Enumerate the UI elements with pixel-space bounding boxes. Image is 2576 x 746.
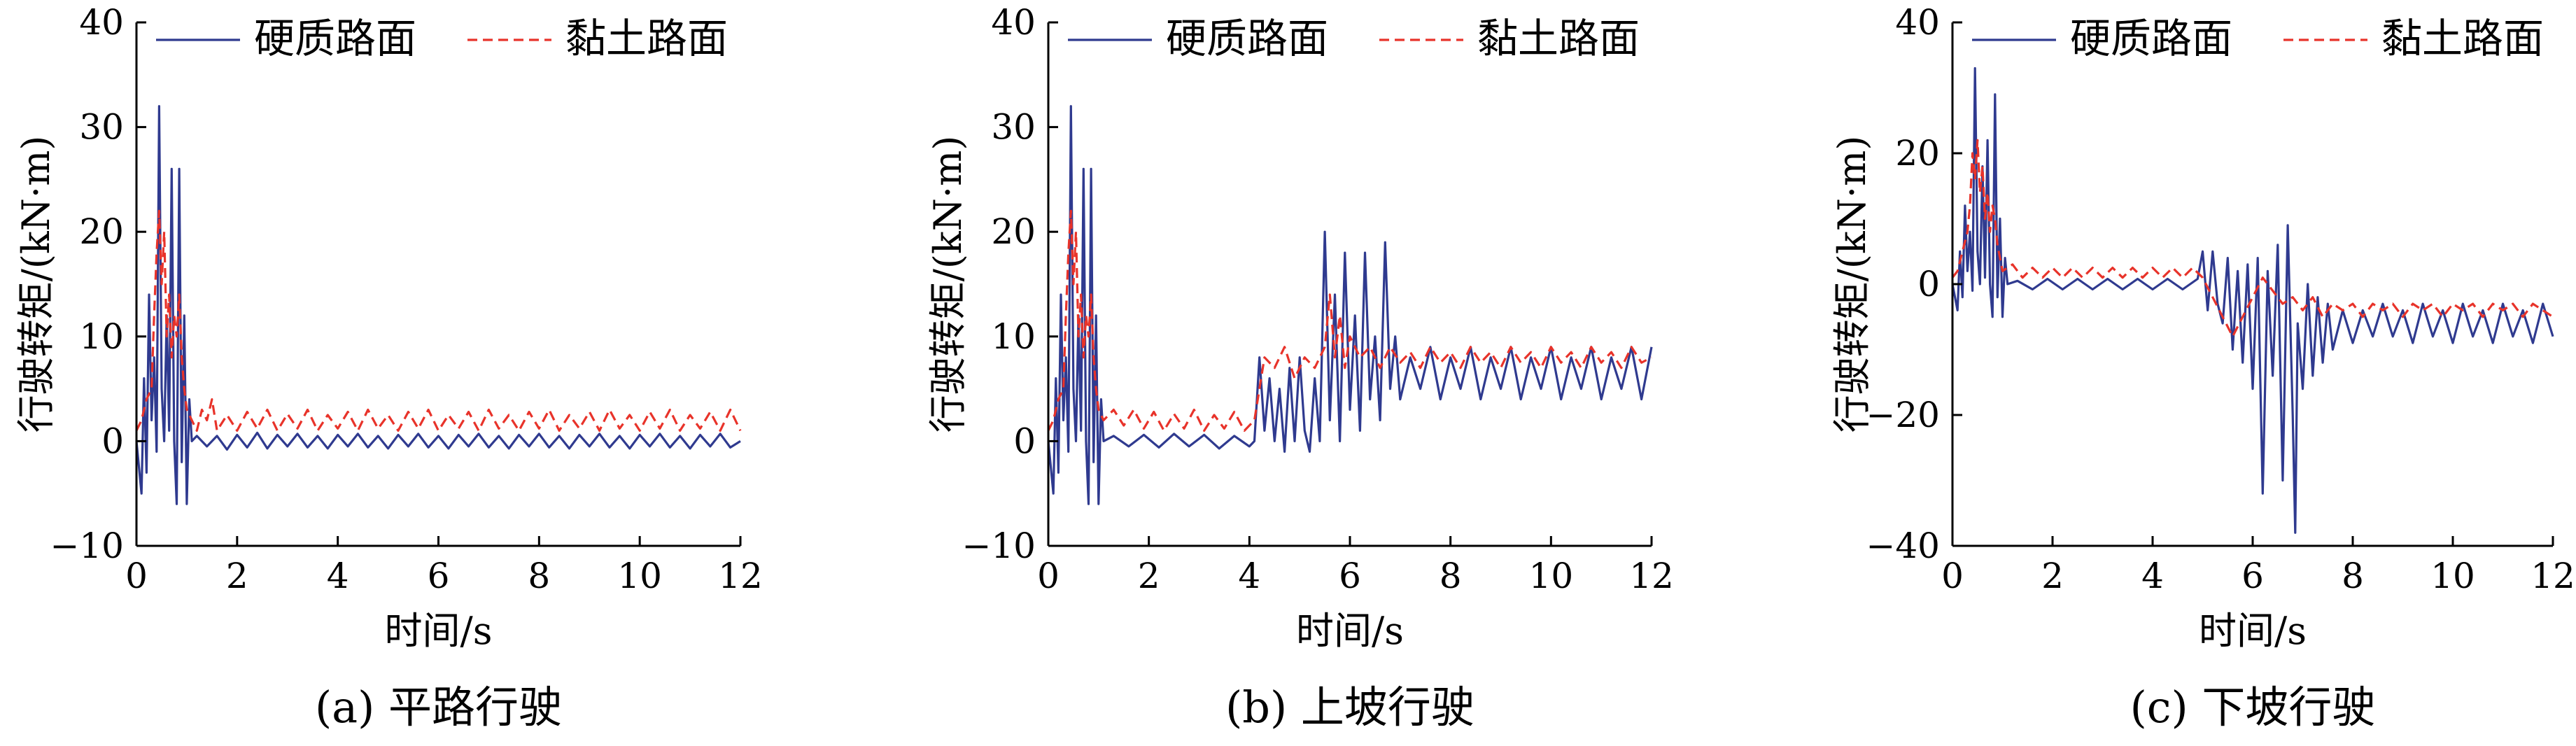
y-tick-label: 20: [1895, 133, 1940, 174]
x-axis-title: 时间/s: [2199, 609, 2307, 653]
y-tick-label: 20: [79, 211, 124, 252]
y-tick-label: −20: [1866, 395, 1940, 435]
series-line-hard-road: [1951, 66, 2554, 534]
x-tick-label: 4: [2141, 556, 2164, 596]
legend-label-hard-road: 硬质路面: [2070, 15, 2232, 62]
y-tick-label: −40: [1866, 526, 1940, 566]
panel-caption: (a) 平路行驶: [315, 682, 562, 733]
x-axis-title: 时间/s: [1296, 609, 1404, 653]
y-tick-label: 20: [991, 211, 1036, 252]
x-tick-label: 8: [1440, 556, 1462, 596]
x-tick-label: 12: [718, 556, 763, 596]
y-tick-label: 30: [991, 107, 1036, 148]
legend-label-clay-road: 黏土路面: [565, 15, 728, 62]
y-axis-title: 行驶转矩/(kN·m): [926, 136, 970, 433]
x-axis-title: 时间/s: [385, 609, 493, 653]
chart-panel-3: 0 2 4 6 8 10 12 −40 −20 0 20 40 时间/s 行驶转矩/(kN·m) (c) 下…: [1830, 2, 2575, 733]
y-tick-label: 40: [991, 2, 1036, 43]
x-tick-label: 6: [428, 556, 450, 596]
series-line-clay-road: [1951, 139, 2554, 338]
x-tick-label: 2: [2041, 556, 2064, 596]
y-tick-label: 10: [79, 316, 124, 357]
x-tick-label: 2: [1138, 556, 1160, 596]
y-tick-label: 0: [1013, 421, 1036, 461]
x-tick-label: 10: [2430, 556, 2475, 596]
x-tick-label: 10: [1529, 556, 1574, 596]
y-axis-title: 行驶转矩/(kN·m): [1830, 136, 1874, 433]
x-tick-label: 8: [2342, 556, 2364, 596]
x-tick-label: 12: [1629, 556, 1674, 596]
x-tick-label: 6: [1339, 556, 1361, 596]
series-line-clay-road: [135, 209, 742, 432]
x-tick-label: 6: [2241, 556, 2264, 596]
series-line-hard-road: [135, 105, 741, 505]
y-tick-label: 0: [1917, 264, 1940, 304]
x-tick-label: 0: [1941, 556, 1964, 596]
x-tick-label: 12: [2531, 556, 2575, 596]
y-tick-label: 40: [1895, 2, 1940, 43]
y-tick-label: 10: [991, 316, 1036, 357]
x-tick-label: 2: [226, 556, 248, 596]
x-tick-label: 0: [125, 556, 148, 596]
legend-label-hard-road: 硬质路面: [254, 15, 416, 62]
y-tick-label: 0: [101, 421, 124, 461]
x-tick-label: 0: [1037, 556, 1060, 596]
legend-label-hard-road: 硬质路面: [1166, 15, 1328, 62]
legend-label-clay-road: 黏土路面: [1477, 15, 1640, 62]
y-tick-label: 30: [79, 107, 124, 148]
legend-label-clay-road: 黏土路面: [2381, 15, 2544, 62]
x-tick-label: 4: [1238, 556, 1260, 596]
x-tick-label: 8: [528, 556, 550, 596]
y-axis-title: 行驶转矩/(kN·m): [14, 136, 58, 433]
x-tick-label: 10: [617, 556, 662, 596]
chart-panel-1: 0 2 4 6 8 10 12−10010203040时间/s行驶转矩/(kN·m)(a) …: [14, 2, 763, 733]
y-tick-label: −10: [50, 526, 124, 566]
x-tick-label: 4: [327, 556, 349, 596]
series-line-hard-road: [1047, 105, 1653, 505]
panel-caption: (c) 下坡行驶: [2130, 682, 2376, 733]
y-tick-label: −10: [962, 526, 1036, 566]
chart-panel-2: 0 2 4 6 8 10 12−10010203040时间/s行驶转矩/(kN·m)(b) …: [926, 2, 1674, 733]
y-tick-label: 40: [79, 2, 124, 43]
panel-caption: (b) 上坡行驶: [1225, 682, 1474, 733]
